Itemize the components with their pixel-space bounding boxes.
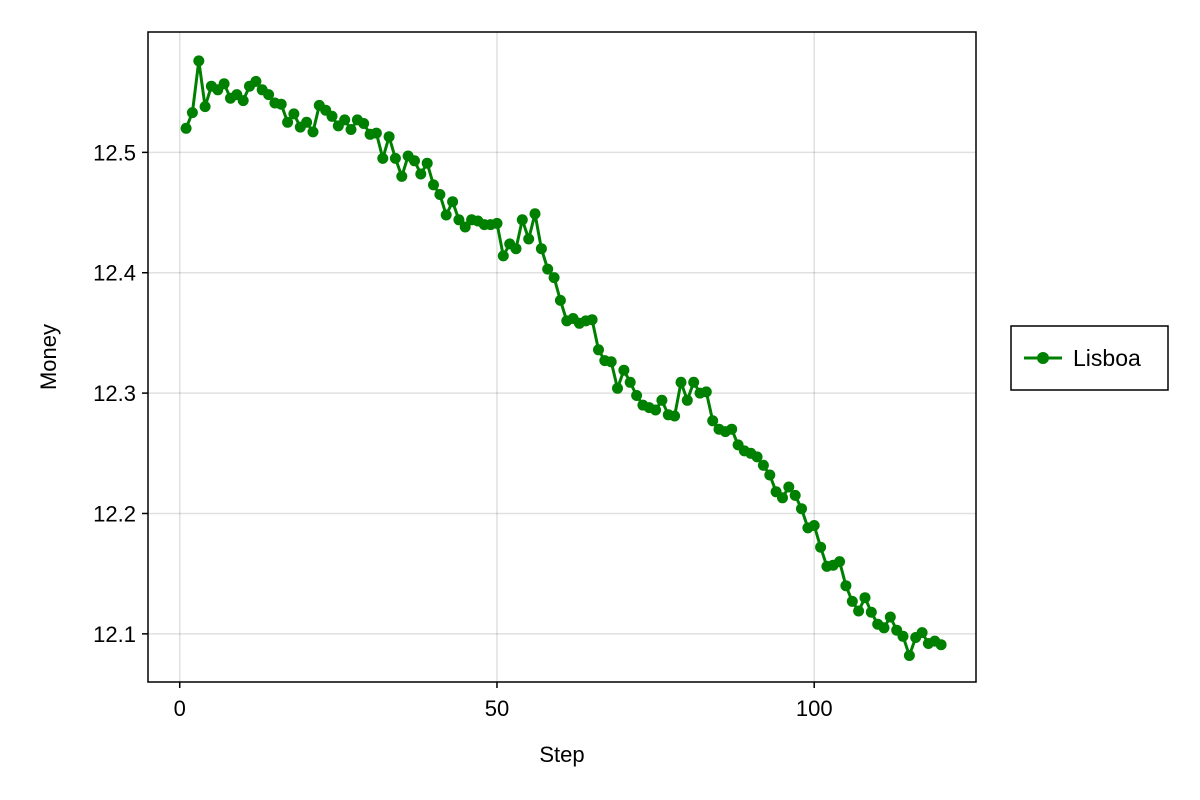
data-point	[815, 541, 827, 553]
data-point	[218, 78, 230, 90]
data-point	[777, 492, 788, 504]
y-tick-label: 12.4	[93, 261, 136, 286]
data-point	[459, 221, 471, 233]
data-point	[516, 214, 528, 226]
y-tick-label: 12.5	[93, 140, 136, 165]
plot-frame	[147, 31, 977, 683]
data-point	[434, 189, 446, 200]
grid-lines	[148, 32, 976, 682]
data-point	[688, 376, 700, 388]
data-point	[916, 627, 928, 639]
data-point	[415, 168, 427, 180]
axis-ticks: 0 50 100 12.1 12.2 12.3 12.4 12.5	[93, 140, 832, 721]
data-point	[586, 314, 598, 326]
data-point	[789, 489, 801, 501]
data-point	[656, 394, 668, 406]
data-point	[491, 217, 503, 229]
data-point	[199, 101, 211, 113]
data-point	[186, 107, 198, 119]
data-point	[275, 98, 287, 110]
data-point	[542, 263, 554, 275]
data-point	[700, 386, 712, 398]
data-point	[510, 243, 522, 255]
data-point	[440, 209, 452, 221]
data-point	[453, 214, 465, 226]
legend-label-lisboa: Lisboa	[1073, 345, 1141, 371]
data-point	[840, 580, 852, 592]
data-point	[307, 126, 319, 138]
data-point	[903, 650, 915, 661]
x-axis-label: Step	[539, 742, 584, 767]
y-tick-label: 12.3	[93, 381, 136, 406]
data-point	[421, 157, 433, 169]
data-point	[808, 520, 820, 531]
data-point	[897, 630, 909, 642]
data-point	[846, 595, 858, 607]
data-point	[681, 394, 693, 406]
data-point	[339, 114, 351, 126]
data-point	[263, 89, 275, 101]
data-point	[650, 404, 662, 416]
data-point	[358, 118, 370, 129]
data-point	[707, 415, 719, 427]
data-point	[180, 122, 192, 134]
data-point	[554, 294, 566, 306]
x-tick-label: 50	[485, 696, 509, 721]
data-point	[529, 208, 541, 220]
data-point	[389, 152, 401, 164]
data-point	[593, 344, 604, 356]
data-point	[237, 95, 249, 107]
data-point	[935, 639, 947, 651]
data-point	[853, 605, 865, 617]
legend-marker-dot	[1037, 352, 1049, 364]
data-point	[288, 108, 300, 120]
x-tick-label: 0	[174, 696, 186, 721]
data-point	[282, 116, 294, 128]
data-point	[535, 243, 547, 255]
data-point	[428, 179, 439, 191]
data-point	[523, 233, 535, 245]
data-point	[396, 170, 408, 182]
data-point	[326, 110, 338, 122]
data-point	[250, 75, 262, 87]
data-point	[624, 376, 636, 388]
data-point	[548, 272, 560, 284]
y-axis-label: Money	[36, 324, 61, 390]
data-point	[859, 592, 871, 604]
legend: Lisboa	[1010, 325, 1169, 391]
data-point	[409, 155, 420, 167]
y-tick-label: 12.1	[93, 622, 136, 647]
data-point	[865, 606, 877, 618]
data-point	[377, 152, 389, 164]
data-point	[605, 356, 617, 368]
data-point	[447, 196, 459, 208]
data-point	[751, 451, 763, 463]
data-point	[193, 55, 205, 67]
x-tick-label: 100	[796, 696, 833, 721]
data-point	[618, 364, 630, 376]
data-point	[878, 622, 890, 634]
data-point	[345, 124, 357, 135]
data-point	[383, 131, 395, 143]
data-point	[497, 250, 509, 262]
data-point	[834, 556, 846, 568]
data-point	[301, 116, 313, 128]
data-point	[884, 611, 896, 623]
data-point	[757, 459, 769, 471]
data-point	[764, 469, 776, 481]
data-point	[675, 376, 687, 388]
data-point	[669, 410, 681, 422]
data-point	[796, 503, 807, 515]
data-point	[370, 127, 382, 139]
data-point	[726, 423, 738, 435]
data-point	[631, 390, 643, 401]
data-point	[612, 382, 623, 394]
y-tick-label: 12.2	[93, 501, 136, 526]
data-point	[783, 481, 795, 493]
series-layer	[180, 55, 947, 661]
